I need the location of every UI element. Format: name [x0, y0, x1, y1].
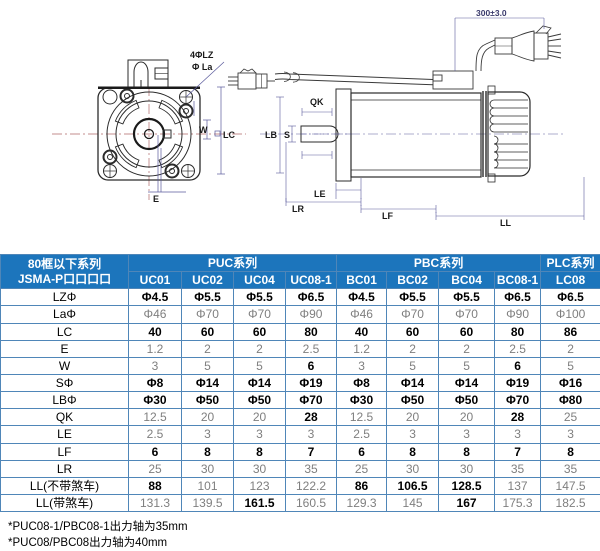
svg-text:E: E	[153, 194, 159, 204]
svg-text:LR: LR	[292, 204, 304, 214]
svg-text:W: W	[199, 125, 208, 135]
svg-text:LB: LB	[265, 130, 277, 140]
svg-text:QK: QK	[310, 97, 324, 107]
svg-text:300±3.0: 300±3.0	[476, 8, 507, 18]
svg-text:Φ La: Φ La	[192, 62, 213, 72]
svg-text:S: S	[284, 130, 290, 140]
svg-text:LF: LF	[382, 211, 393, 221]
svg-text:LE: LE	[314, 189, 326, 199]
svg-text:4ΦLZ: 4ΦLZ	[190, 50, 214, 60]
svg-text:LC: LC	[223, 130, 235, 140]
svg-text:LL: LL	[500, 218, 511, 228]
